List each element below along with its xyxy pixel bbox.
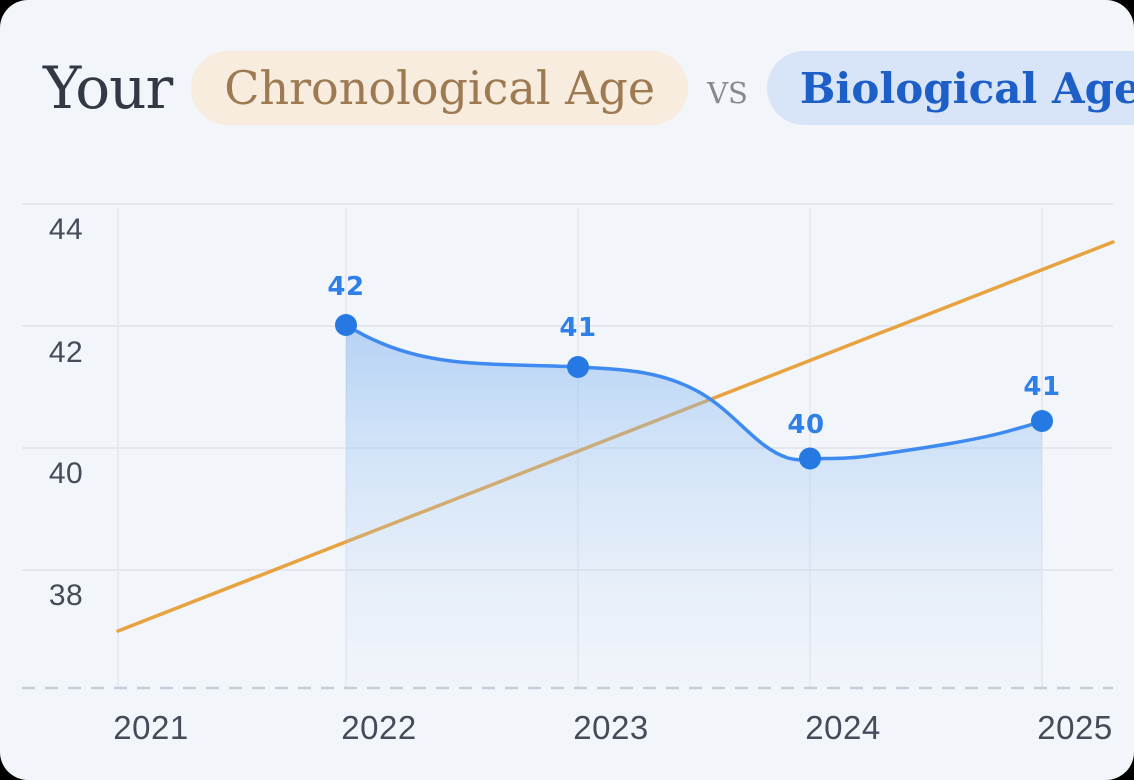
data-point-2025[interactable]: [1031, 410, 1053, 432]
y-tick-38: 38: [49, 579, 83, 612]
data-point-2024[interactable]: [799, 447, 821, 470]
point-label-2022: 42: [327, 272, 364, 302]
biological-age-points: [335, 314, 1053, 470]
biological-age-pill[interactable]: Biological Age: [766, 51, 1134, 125]
title-prefix: Your: [43, 54, 173, 122]
biological-age-area: [346, 325, 1042, 688]
x-tick-2023: 2023: [573, 709, 648, 746]
biological-age-line: [344, 323, 1044, 462]
y-tick-42: 42: [49, 336, 83, 369]
data-point-2022[interactable]: [335, 314, 357, 336]
x-tick-2021: 2021: [113, 709, 188, 746]
card-title: Your Chronological Age vs Biological Age: [43, 50, 1134, 126]
biological-age-pill-label: Biological Age: [799, 63, 1134, 113]
point-label-2023: 41: [559, 313, 596, 343]
chronological-age-pill[interactable]: Chronological Age: [191, 51, 689, 125]
chronological-age-pill-label: Chronological Age: [224, 61, 656, 115]
y-tick-40: 40: [49, 457, 83, 490]
point-label-2025: 41: [1023, 372, 1060, 402]
x-tick-2022: 2022: [341, 709, 416, 746]
data-point-2023[interactable]: [567, 356, 589, 378]
y-tick-44: 44: [49, 213, 83, 246]
x-tick-2025: 2025: [1037, 709, 1112, 746]
vs-label: vs: [707, 63, 748, 113]
x-tick-2024: 2024: [805, 709, 880, 746]
point-label-2024: 40: [787, 410, 824, 440]
